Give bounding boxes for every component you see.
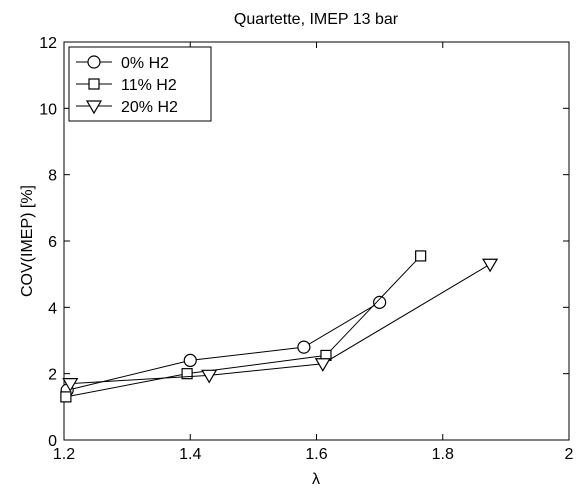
legend-marker (88, 78, 100, 90)
series-line (67, 301, 380, 391)
data-point (181, 368, 193, 380)
y-tick-label: 6 (48, 234, 57, 251)
legend: 0% H2 11% H2 20% H2 (68, 46, 212, 122)
data-point (482, 258, 499, 273)
series-line (65, 255, 422, 398)
data-point (60, 391, 72, 403)
x-axis-title: λ (312, 471, 320, 488)
chart-title: Quartette, IMEP 13 bar (234, 11, 399, 28)
y-axis-title: COV(IMEP) [%] (19, 185, 36, 297)
series-line (70, 263, 491, 385)
data-point (314, 358, 331, 372)
series-11pct-h2 (60, 250, 427, 403)
x-tick-label: 2 (565, 446, 574, 463)
legend-label: 20% H2 (121, 99, 178, 116)
axes: 1.2 1.4 1.6 1.8 2 0 2 4 6 8 10 12 (39, 35, 573, 463)
data-point (201, 369, 218, 384)
legend-label: 0% H2 (121, 55, 169, 72)
data-point (415, 250, 427, 262)
y-tick-label: 8 (48, 168, 57, 185)
x-tick-label: 1.4 (179, 446, 201, 463)
y-tick-label: 12 (39, 35, 57, 52)
y-tick-label: 2 (48, 367, 57, 384)
y-tick-label: 4 (48, 300, 57, 317)
legend-entry: 20% H2 (76, 99, 178, 116)
legend-marker (87, 55, 101, 69)
data-point (297, 340, 311, 354)
legend-marker (85, 100, 103, 115)
data-point (62, 378, 79, 392)
y-tick-label: 0 (48, 433, 57, 450)
legend-entry: 11% H2 (76, 77, 177, 94)
legend-label: 11% H2 (121, 77, 177, 94)
x-tick-label: 1.8 (432, 446, 454, 463)
series-20pct-h2 (62, 258, 499, 392)
legend-entry: 0% H2 (76, 55, 169, 72)
data-point (183, 353, 197, 367)
x-tick-label: 1.2 (53, 446, 75, 463)
y-tick-label: 10 (39, 101, 57, 118)
x-tick-label: 1.6 (305, 446, 327, 463)
data-point (373, 295, 387, 309)
series-layer (60, 250, 499, 403)
